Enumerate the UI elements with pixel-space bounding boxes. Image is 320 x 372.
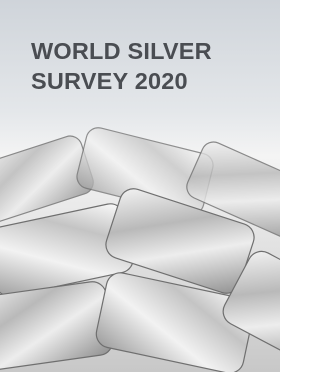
cover-title: WORLD SILVER SURVEY 2020 bbox=[31, 36, 212, 96]
silver-bars bbox=[0, 125, 280, 372]
title-line: WORLD SILVER bbox=[31, 36, 212, 66]
book-cover: WORLD SILVER SURVEY 2020 bbox=[0, 0, 280, 372]
title-line: SURVEY 2020 bbox=[31, 66, 212, 96]
